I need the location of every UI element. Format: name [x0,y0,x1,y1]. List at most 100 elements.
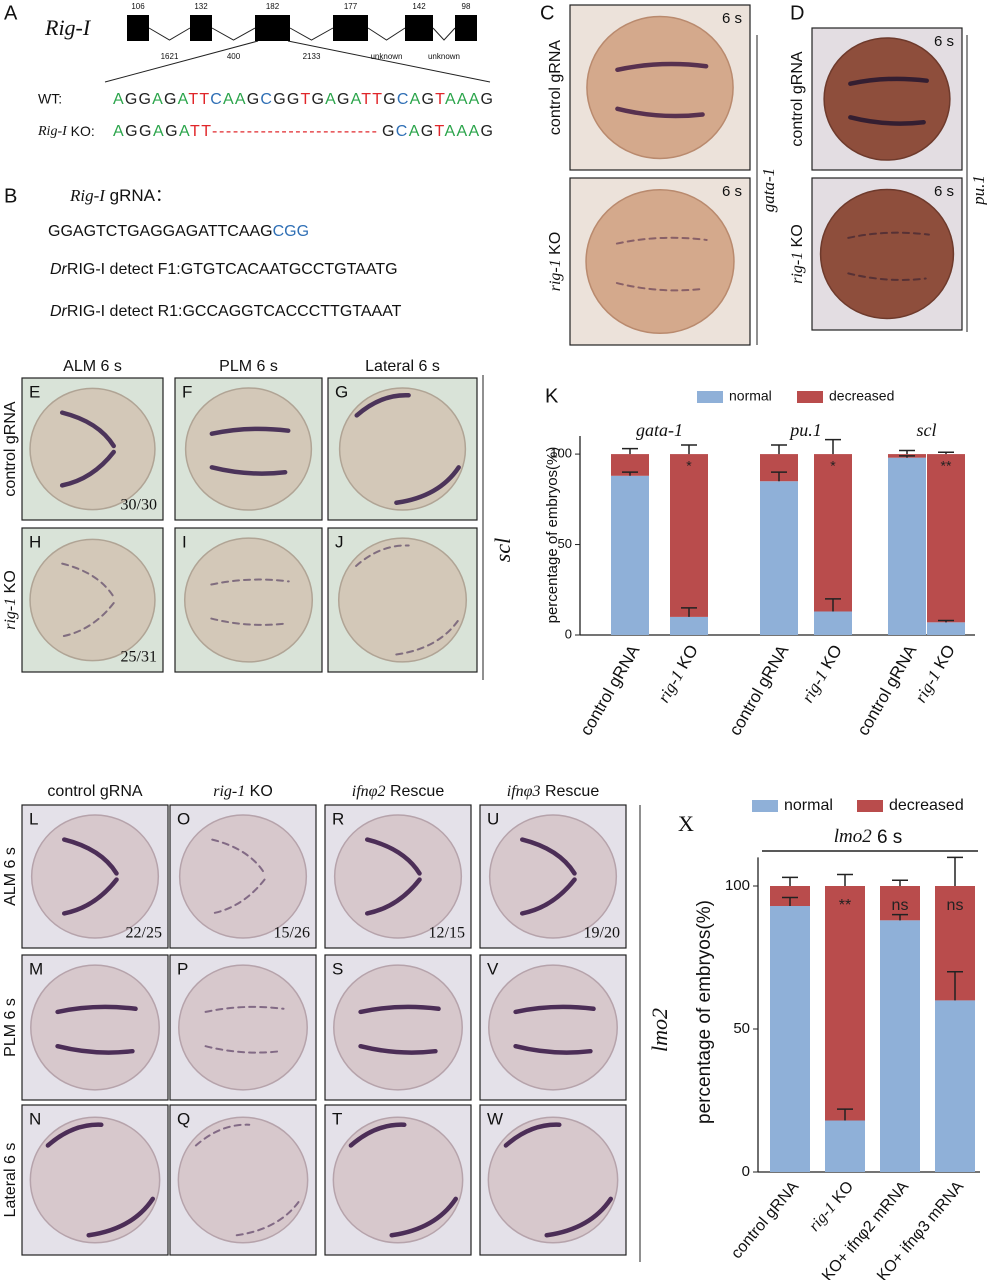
embryo [29,538,156,662]
bar-segment [770,906,810,1172]
error-bar [622,471,638,476]
embryo [30,814,160,939]
staining [848,115,926,126]
gene-name: Rig-I [44,15,92,40]
embryo-count: 15/26 [274,925,310,942]
intron [367,27,406,41]
gene-name: Rig-I [69,186,106,205]
staining [848,76,929,86]
staining [62,837,119,876]
panel-letter: V [487,959,499,978]
staining [365,837,422,876]
bar-segment [670,454,708,617]
group-label: scl [917,420,937,440]
primer: DrRIG-I detect R1:GCCAGGTCACCCTTGTAAAT [50,303,402,320]
grna-suffix: gRNA： [105,186,172,205]
significance: ns [892,897,909,914]
exon [405,15,433,41]
bar-segment [670,616,708,635]
staining [520,877,577,916]
staining [615,106,705,119]
gene-label: pu.1 [969,175,987,206]
staining [211,878,266,915]
staining [348,1122,407,1148]
embryo [177,1116,309,1244]
bar-segment [611,454,649,476]
column-header: rig-1 KO [213,783,273,801]
panel-label: A [4,2,18,24]
staining [209,426,291,436]
embryo [487,1116,619,1244]
embryo [333,964,463,1091]
embryo-count: 19/20 [584,925,620,942]
grna: GGAGTCTGAGGAGATTCAAG [48,223,273,240]
embryo [585,188,735,335]
staining [59,410,116,449]
panel-letter: W [487,1109,503,1128]
intron-size: 2133 [303,52,321,61]
embryo [29,1116,161,1244]
y-tick-label: 0 [742,1163,750,1180]
staining [365,877,422,916]
y-tick-label: 0 [565,626,572,641]
staining [355,544,410,567]
panel-letter: I [182,532,187,551]
staining [61,602,115,638]
embryo [333,814,463,939]
bar-segment [825,1120,865,1172]
intron [432,27,456,41]
error-bar [771,444,787,455]
staining [55,1043,135,1055]
staining [847,272,927,281]
embryo-count: 22/25 [126,925,162,942]
exon [455,15,477,41]
stage-label: 6 s [934,183,954,200]
row-label: control gRNA [2,401,19,496]
condition-label: rig-1 KO [789,224,807,284]
embryo [819,188,955,320]
y-tick-label: 100 [725,877,750,894]
legend-swatch [697,391,723,403]
exon [333,15,368,41]
legend-swatch [857,800,883,812]
staining [211,838,266,875]
error-bar [947,856,963,886]
ko-suffix: KO: [67,123,95,139]
panel-label: C [540,2,554,24]
staining [615,236,708,245]
species: Dr [50,303,68,320]
embryo [488,814,618,939]
exon [190,15,212,41]
embryo [184,387,313,511]
error-bar [681,444,697,455]
primer: DrRIG-I detect F1:GTGTCACAATGCCTGTAATG [50,261,398,278]
row-label: PLM 6 s [2,998,19,1057]
grna-sequence: GGAGTCTGAGGAGATTCAAGCGG [48,223,309,240]
embryo [178,964,308,1091]
grna-title: Rig-I gRNA： [69,186,172,206]
gene-label: gata-1 [759,168,778,212]
staining [210,578,290,586]
ko-sequence: AGGAGATT [113,123,211,140]
gene-label: scl [490,538,515,562]
column-header: ALM 6 s [63,358,122,375]
embryo [29,387,156,511]
species: Dr [50,261,68,278]
error-bar [837,873,853,886]
staining [395,617,461,656]
intron-size: 1621 [161,52,179,61]
staining [358,1004,441,1015]
staining [847,231,930,239]
bar-segment [927,454,965,623]
primer-text: RIG-I detect R1:GCCAGGTCACCCTTGTAAAT [67,303,402,320]
error-bar [837,1108,853,1121]
panel-letter: E [29,382,40,401]
bar-segment [880,920,920,1172]
panel-letter: P [177,959,188,978]
staining [520,837,577,876]
embryo-count: 12/15 [429,925,465,942]
intron [211,27,256,41]
legend-swatch [797,391,823,403]
embryo [586,15,734,160]
error-bar [938,619,954,623]
